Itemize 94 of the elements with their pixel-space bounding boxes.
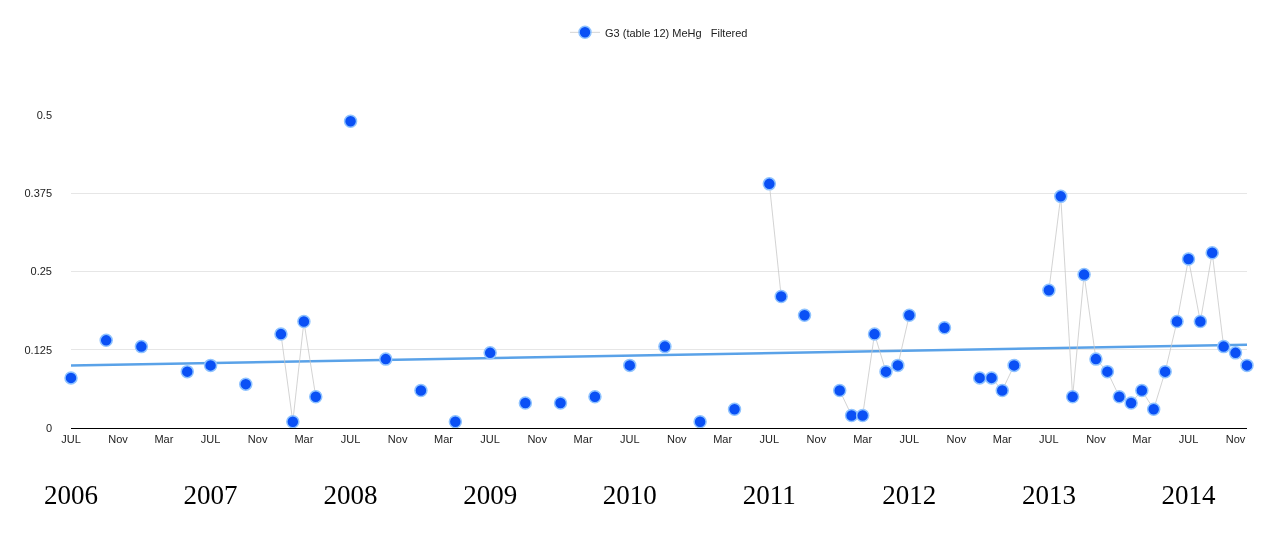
point bbox=[832, 383, 847, 398]
point bbox=[844, 408, 859, 423]
x-tick-label: Mar bbox=[573, 432, 593, 445]
point bbox=[623, 358, 637, 373]
point bbox=[1100, 364, 1115, 379]
x-tick-label: Mar bbox=[294, 432, 314, 445]
point bbox=[64, 371, 78, 385]
point bbox=[1042, 283, 1056, 298]
point bbox=[879, 364, 893, 379]
point bbox=[1228, 346, 1243, 360]
point bbox=[902, 308, 917, 323]
point bbox=[855, 408, 870, 423]
point bbox=[553, 396, 568, 410]
point bbox=[274, 327, 288, 341]
point bbox=[203, 358, 218, 373]
x-tick-label: JUL bbox=[61, 432, 81, 445]
point bbox=[984, 371, 999, 385]
x2-tick-label: 2010 bbox=[602, 479, 657, 510]
x-tick-label: Nov bbox=[247, 432, 268, 445]
point bbox=[937, 321, 952, 335]
x-tick-label: JUL bbox=[1178, 432, 1199, 445]
point bbox=[343, 114, 358, 128]
point bbox=[239, 377, 253, 391]
point bbox=[1146, 402, 1161, 416]
point bbox=[1089, 352, 1103, 366]
point bbox=[1170, 314, 1184, 329]
point bbox=[867, 327, 882, 341]
x-tick-label: Mar bbox=[853, 432, 873, 445]
point bbox=[518, 396, 533, 410]
x2-tick-label: 2014 bbox=[1161, 479, 1216, 510]
x2-tick-label: 2007 bbox=[183, 479, 238, 510]
x-tick-label: Mar bbox=[713, 432, 733, 445]
point bbox=[286, 414, 300, 429]
point bbox=[972, 371, 987, 385]
x-tick-label: JUL bbox=[619, 432, 640, 445]
x-tick-label: Nov bbox=[806, 432, 827, 445]
x-tick-label: Nov bbox=[387, 432, 408, 445]
point bbox=[134, 339, 149, 354]
x-tick-label: Nov bbox=[1225, 432, 1246, 445]
x-tick-label: JUL bbox=[200, 432, 221, 445]
y-tick-label: 0 bbox=[45, 421, 52, 434]
point bbox=[483, 346, 497, 360]
point bbox=[1124, 396, 1138, 410]
x-tick-label: Nov bbox=[946, 432, 967, 445]
x-tick-label: JUL bbox=[1039, 432, 1059, 445]
legend-label: G3 (table 12) MeHg Filtered bbox=[605, 26, 748, 39]
point bbox=[99, 333, 113, 348]
x-tick-label: Mar bbox=[154, 432, 174, 445]
point bbox=[448, 414, 463, 429]
point bbox=[414, 383, 428, 398]
point bbox=[1135, 383, 1149, 398]
x2-tick-label: 2006 bbox=[44, 479, 98, 510]
x2-tick-label: 2012 bbox=[882, 479, 937, 510]
x-tick-label: Mar bbox=[992, 432, 1013, 445]
y-tick-label: 0.25 bbox=[30, 265, 52, 278]
y-tick-label: 0.5 bbox=[36, 108, 52, 121]
point bbox=[1065, 389, 1080, 404]
point bbox=[891, 358, 905, 373]
point bbox=[797, 308, 812, 323]
x-tick-label: JUL bbox=[899, 432, 920, 445]
x2-tick-label: 2008 bbox=[323, 479, 378, 510]
point bbox=[995, 383, 1009, 398]
x-tick-label: Nov bbox=[527, 432, 548, 445]
point bbox=[1077, 267, 1091, 282]
x2-tick-label: 2009 bbox=[463, 479, 518, 510]
point bbox=[727, 402, 742, 416]
point bbox=[1216, 339, 1231, 354]
x-tick-label: Nov bbox=[667, 432, 688, 445]
x-tick-label: Nov bbox=[108, 432, 129, 445]
x-tick-label: JUL bbox=[480, 432, 500, 445]
x-tick-label: JUL bbox=[340, 432, 361, 445]
point bbox=[1112, 389, 1127, 404]
y-tick-label: 0.125 bbox=[24, 343, 52, 356]
point bbox=[1193, 314, 1208, 329]
x2-tick-label: 2011 bbox=[742, 479, 796, 510]
point bbox=[1158, 364, 1172, 379]
point bbox=[1240, 358, 1254, 373]
point bbox=[693, 414, 707, 429]
point bbox=[309, 389, 323, 404]
x-tick-label: Mar bbox=[434, 432, 454, 445]
point bbox=[1181, 252, 1196, 266]
x-tick-label: Mar bbox=[1132, 432, 1152, 445]
x-tick-label: JUL bbox=[759, 432, 780, 445]
point bbox=[379, 352, 393, 366]
point bbox=[1054, 189, 1068, 204]
point bbox=[1007, 358, 1021, 373]
point bbox=[658, 339, 672, 354]
y-tick-label: 0.375 bbox=[24, 187, 52, 200]
point bbox=[1205, 245, 1219, 260]
point bbox=[297, 314, 311, 329]
x-tick-label: Nov bbox=[1086, 432, 1107, 445]
point bbox=[180, 364, 195, 379]
x2-tick-label: 2013 bbox=[1021, 479, 1076, 510]
point bbox=[588, 389, 602, 404]
